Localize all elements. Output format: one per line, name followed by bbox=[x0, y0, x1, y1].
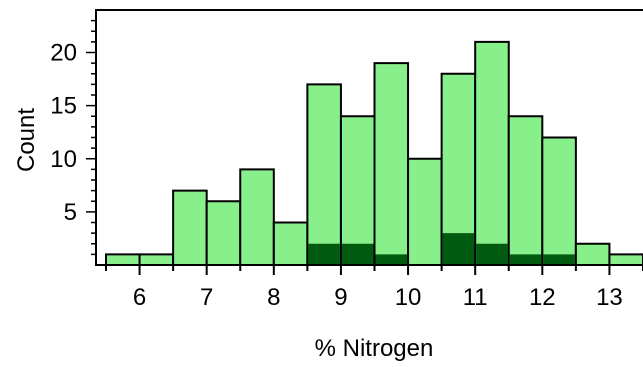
histogram-bar bbox=[306, 83, 342, 266]
x-tick-label: 6 bbox=[133, 284, 146, 311]
histogram-bar bbox=[138, 253, 175, 266]
histogram-subset-bar bbox=[308, 243, 340, 264]
histogram-subset-bar bbox=[341, 243, 374, 264]
histogram-subset-bar bbox=[543, 254, 575, 264]
x-tick-label: 7 bbox=[200, 284, 213, 311]
histogram-subset-bar bbox=[509, 254, 542, 264]
bars-subset bbox=[308, 233, 575, 264]
x-tick-label: 13 bbox=[596, 284, 623, 311]
x-tick-label: 11 bbox=[463, 284, 488, 311]
histogram-bar bbox=[474, 40, 510, 266]
histogram-bar bbox=[373, 62, 410, 266]
y-tick-label: 20 bbox=[50, 40, 77, 67]
y-tick-label: 5 bbox=[64, 199, 77, 226]
x-tick-label: 10 bbox=[395, 284, 422, 311]
x-tick-label: 8 bbox=[267, 284, 280, 311]
histogram-bar bbox=[205, 200, 242, 266]
histogram-subset-bar bbox=[442, 233, 475, 264]
histogram-bar bbox=[105, 253, 141, 266]
histogram-subset-bar bbox=[375, 254, 408, 264]
x-tick-label: 9 bbox=[334, 284, 347, 311]
x-tick-label: 12 bbox=[529, 284, 556, 311]
histogram-bar bbox=[608, 253, 643, 266]
histogram-bar bbox=[272, 221, 309, 266]
histogram-bar bbox=[507, 115, 544, 266]
histogram-subset-bar bbox=[476, 243, 508, 264]
y-tick-label: 15 bbox=[50, 93, 77, 120]
y-axis-label: Count bbox=[13, 108, 40, 172]
histogram-bar bbox=[407, 157, 443, 266]
x-axis: 6 7 8 9 10 11 12 13 bbox=[105, 264, 643, 311]
histogram-bar bbox=[239, 168, 275, 266]
histogram-bar bbox=[172, 189, 208, 266]
histogram-bar bbox=[541, 136, 577, 266]
histogram-bar bbox=[339, 115, 376, 266]
x-axis-label: % Nitrogen bbox=[315, 335, 434, 362]
bars-total bbox=[105, 40, 643, 266]
y-axis: 5 10 15 20 bbox=[50, 19, 96, 256]
y-tick-label: 10 bbox=[50, 146, 77, 173]
histogram-bar bbox=[574, 242, 611, 266]
